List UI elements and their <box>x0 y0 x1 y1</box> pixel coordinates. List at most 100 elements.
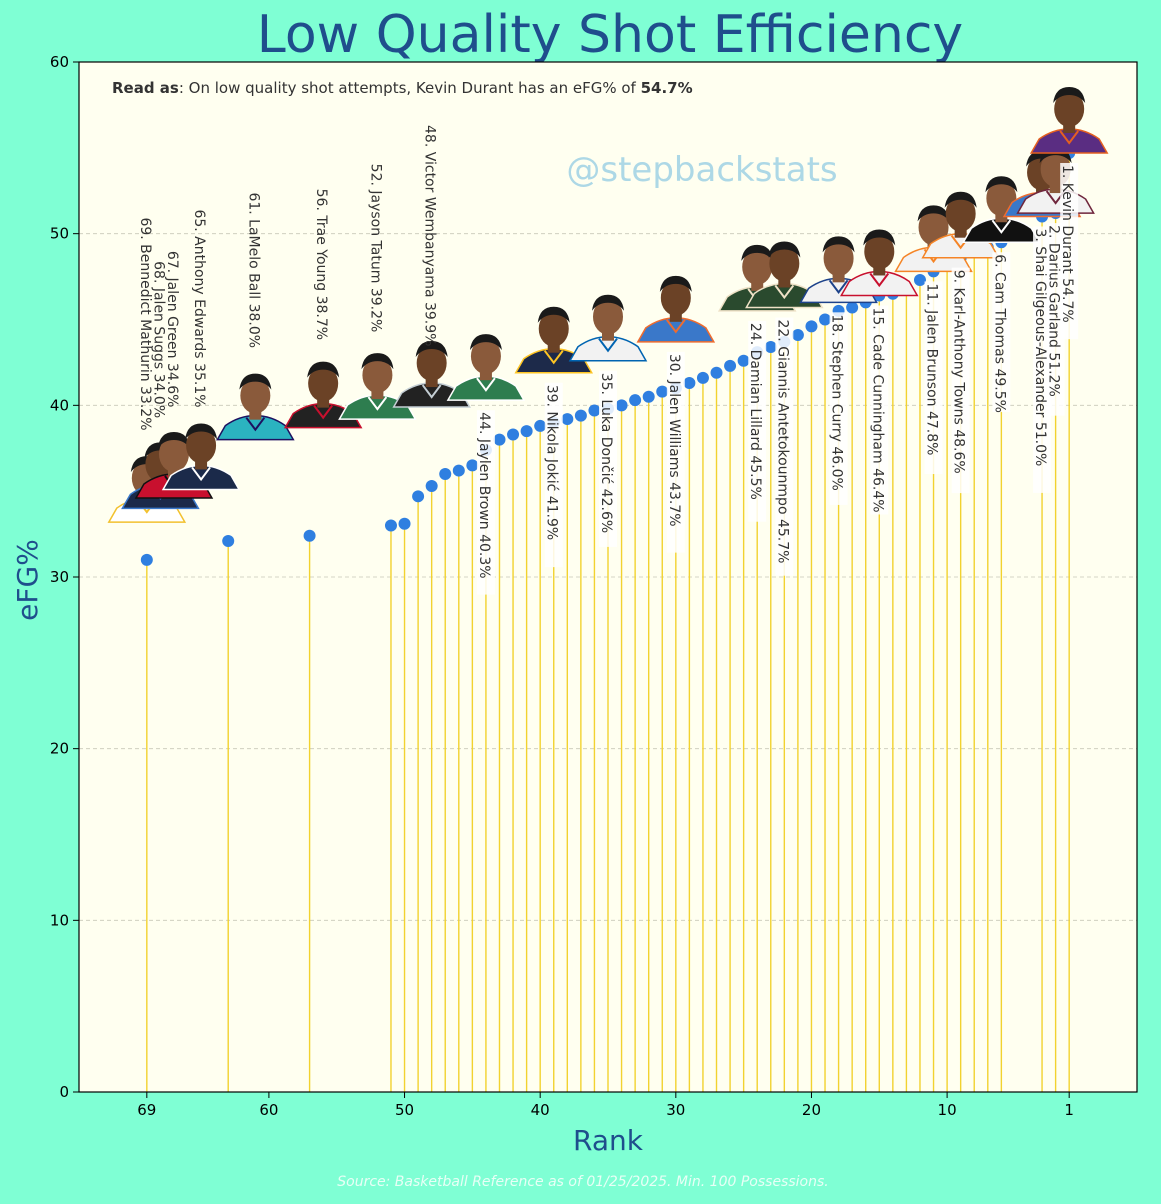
data-point <box>737 354 750 367</box>
source-note: Source: Basketball Reference as of 01/25… <box>337 1174 828 1190</box>
player-label: 65. Anthony Edwards 35.1% <box>191 209 207 407</box>
player-headshot <box>839 229 919 297</box>
player-label: 2. Darius Garland 51.2% <box>1046 225 1062 397</box>
neck-shape <box>317 397 330 408</box>
face-shape <box>186 427 217 464</box>
neck-shape <box>778 277 791 288</box>
player-label: 9. Karl-Anthony Towns 48.6% <box>951 270 967 474</box>
data-point <box>439 468 452 480</box>
face-shape <box>416 345 447 382</box>
neck-shape <box>425 377 438 388</box>
face-shape <box>864 233 895 270</box>
face-shape <box>308 365 339 402</box>
data-point <box>656 385 669 398</box>
face-shape <box>1054 90 1085 127</box>
data-point <box>805 320 818 333</box>
label-backdrop <box>666 351 685 553</box>
player-label: 52. Jayson Tatum 39.2% <box>367 164 383 333</box>
neck-shape <box>832 272 845 283</box>
face-shape <box>240 377 271 414</box>
data-point <box>466 459 479 472</box>
x-tick-label: 40 <box>531 1101 550 1119</box>
hair-shape <box>659 275 692 292</box>
hair-shape <box>944 191 977 208</box>
data-point <box>764 340 777 353</box>
jersey-collar <box>991 219 1012 234</box>
x-tick-label: 60 <box>259 1101 278 1119</box>
data-point <box>710 366 723 379</box>
hair-shape <box>307 361 340 378</box>
hair-shape <box>768 241 801 258</box>
read-as-annotation: Read as: On low quality shot attempts, K… <box>112 79 693 97</box>
face-shape <box>918 209 949 246</box>
label-backdrop <box>1033 226 1052 493</box>
hair-shape <box>537 306 570 323</box>
hair-shape <box>1053 86 1086 103</box>
label-backdrop <box>544 382 563 568</box>
data-point <box>683 377 696 390</box>
chart-title: Low Quality Shot Efficiency <box>257 5 963 65</box>
data-point <box>384 519 397 532</box>
label-backdrop <box>924 281 943 475</box>
data-point <box>534 419 547 432</box>
data-point <box>629 394 642 407</box>
hair-shape <box>917 205 950 222</box>
data-point <box>520 425 533 438</box>
y-tick-label: 50 <box>50 225 69 243</box>
jersey-collar <box>421 384 442 399</box>
neck-shape <box>873 265 886 276</box>
hair-shape <box>469 334 502 351</box>
data-point <box>846 301 859 314</box>
player-headshot <box>962 176 1041 243</box>
face-shape <box>769 245 800 282</box>
x-tick-label: 20 <box>802 1101 821 1119</box>
label-backdrop <box>476 410 495 595</box>
player-label: 39. Nikola Jokić 41.9% <box>544 385 560 540</box>
hair-shape <box>361 353 394 370</box>
neck-shape <box>195 459 208 470</box>
data-point <box>140 553 153 566</box>
jersey-collar <box>869 272 890 288</box>
neck-shape <box>602 330 614 341</box>
player-label: 22. Giannis Antetokounmpo 45.7% <box>774 319 790 563</box>
neck-shape <box>249 409 262 420</box>
neck-shape <box>751 280 764 291</box>
data-point <box>412 490 425 503</box>
face-shape <box>742 248 773 285</box>
jersey-collar <box>191 466 211 482</box>
player-label: 44. Jaylen Brown 40.3% <box>476 412 492 578</box>
neck-shape <box>1049 183 1062 194</box>
player-headshot <box>283 361 363 429</box>
y-axis-label: eFG% <box>11 539 44 621</box>
player-label: 35. Luka Dončić 42.6% <box>598 373 614 533</box>
x-tick-label: 1 <box>1064 1101 1074 1119</box>
data-point <box>588 404 601 417</box>
hair-shape <box>822 236 855 253</box>
face-shape <box>538 310 569 347</box>
player-label: 56. Trae Young 38.7% <box>313 189 329 340</box>
neck-shape <box>669 311 682 322</box>
hair-shape <box>985 176 1018 193</box>
data-point <box>574 409 587 422</box>
face-shape <box>362 357 393 394</box>
data-point <box>398 517 411 530</box>
data-point <box>913 274 926 287</box>
plot-area: 0 10 20 30 40 50 60 69 60 50 40 30 20 10 1 @stepbacksta… <box>50 53 1138 1119</box>
data-point <box>493 433 506 446</box>
x-tick-label: 50 <box>395 1101 414 1119</box>
player-headshot <box>514 306 594 374</box>
face-shape <box>945 195 976 232</box>
player-headshot <box>1029 86 1109 154</box>
y-tick-label: 40 <box>50 396 69 414</box>
jersey-collar <box>543 350 564 365</box>
player-label: 15. Cade Cunningham 46.4% <box>869 307 885 512</box>
label-backdrop <box>870 305 889 515</box>
label-backdrop <box>951 267 970 494</box>
read-as-text: : On low quality shot attempts, Kevin Du… <box>179 79 641 97</box>
hair-shape <box>863 229 896 246</box>
face-shape <box>593 298 623 335</box>
face-shape <box>158 436 189 473</box>
face-shape <box>660 279 691 316</box>
label-backdrop <box>775 317 794 576</box>
